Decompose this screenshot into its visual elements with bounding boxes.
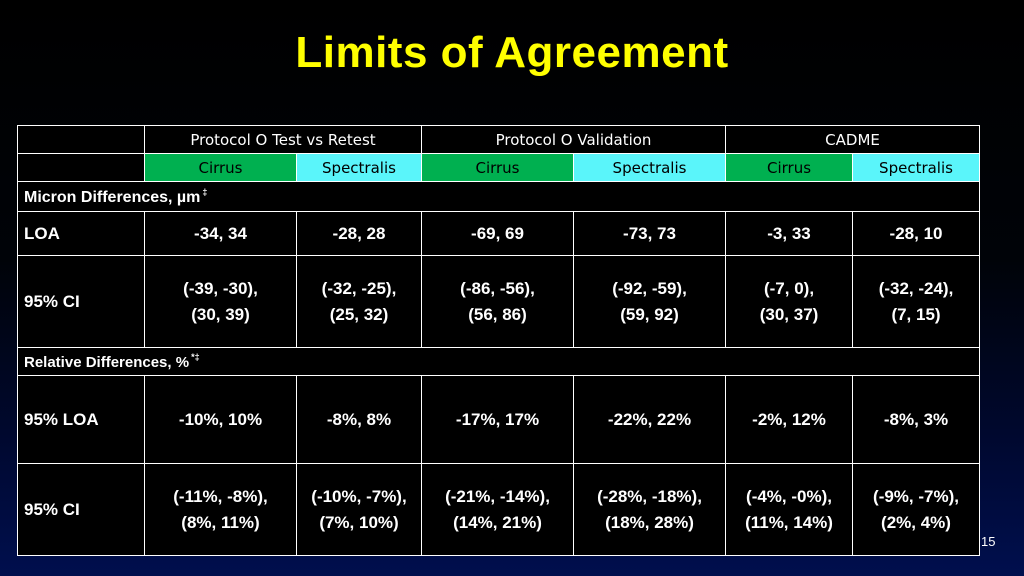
value-cell: -8%, 3% [852,375,981,464]
value-cell: -69, 69 [421,211,574,256]
value-cell: (-7, 0), (30, 37) [725,255,854,348]
value-cell: -17%, 17% [421,375,574,464]
value-cell: -28, 10 [852,211,981,256]
device-header-corner-cell [17,153,145,182]
row-label-95-ci: 95% CI [17,255,145,348]
page-number: 15 [981,534,996,549]
group-header-row: Protocol O Test vs Retest Protocol O Val… [17,125,981,154]
device-header-spectralis: Spectralis [572,153,727,182]
value-cell: (-92, -59), (59, 92) [572,255,727,348]
value-cell: -73, 73 [572,211,727,256]
value-cell: -34, 34 [144,211,297,256]
value-cell: (-21%, -14%), (14%, 21%) [421,463,574,556]
device-header-row: Cirrus Spectralis Cirrus Spectralis Cirr… [17,153,981,182]
value-cell: -10%, 10% [144,375,297,464]
value-cell: -8%, 8% [296,375,422,464]
value-cell: -22%, 22% [572,375,727,464]
value-cell: (-11%, -8%), (8%, 11%) [144,463,297,556]
table-row: 95% LOA -10%, 10% -8%, 8% -17%, 17% -22%… [17,375,981,464]
device-header-spectralis: Spectralis [296,153,422,182]
value-cell: (-28%, -18%), (18%, 28%) [572,463,727,556]
value-cell: (-9%, -7%), (2%, 4%) [852,463,981,556]
row-label-95-loa: 95% LOA [17,375,145,464]
relative-footnote-mark: *‡ [191,352,200,362]
group-header-validation: Protocol O Validation [420,125,727,154]
group-header-cadme: CADME [725,125,981,154]
value-cell: (-32, -24), (7, 15) [852,255,981,348]
table-row: 95% CI (-11%, -8%), (8%, 11%) (-10%, -7%)… [17,463,981,556]
device-header-spectralis: Spectralis [852,153,981,182]
micron-differences-label: Micron Differences, µm [24,188,201,206]
value-cell: -3, 33 [725,211,854,256]
value-cell: (-86, -56), (56, 86) [421,255,574,348]
relative-differences-label: Relative Differences, % [24,354,190,371]
value-cell: (-32, -25), (25, 32) [296,255,422,348]
header-corner-cell [17,125,145,154]
group-header-test-retest: Protocol O Test vs Retest [144,125,422,154]
row-label-loa: LOA [17,211,145,256]
table-row: 95% CI (-39, -30), (30, 39) (-32, -25), (2… [17,255,981,348]
table-row: LOA -34, 34 -28, 28 -69, 69 -73, 73 -3, … [17,211,981,256]
device-header-cirrus: Cirrus [725,153,854,182]
device-header-cirrus: Cirrus [144,153,297,182]
value-cell: (-4%, -0%), (11%, 14%) [725,463,854,556]
slide-title: Limits of Agreement [295,28,729,77]
value-cell: -28, 28 [296,211,422,256]
micron-differences-header: Micron Differences, µm ‡ [16,181,981,212]
micron-footnote-mark: ‡ [202,186,208,197]
micron-section-row: Micron Differences, µm ‡ [16,181,981,212]
value-cell: (-10%, -7%), (7%, 10%) [296,463,422,556]
limits-of-agreement-table: Protocol O Test vs Retest Protocol O Val… [16,125,981,556]
device-header-cirrus: Cirrus [421,153,574,182]
relative-differences-header: Relative Differences, % *‡ [16,347,981,376]
row-label-95-ci: 95% CI [17,463,145,556]
value-cell: (-39, -30), (30, 39) [144,255,297,348]
value-cell: -2%, 12% [725,375,854,464]
relative-section-row: Relative Differences, % *‡ [16,347,981,376]
